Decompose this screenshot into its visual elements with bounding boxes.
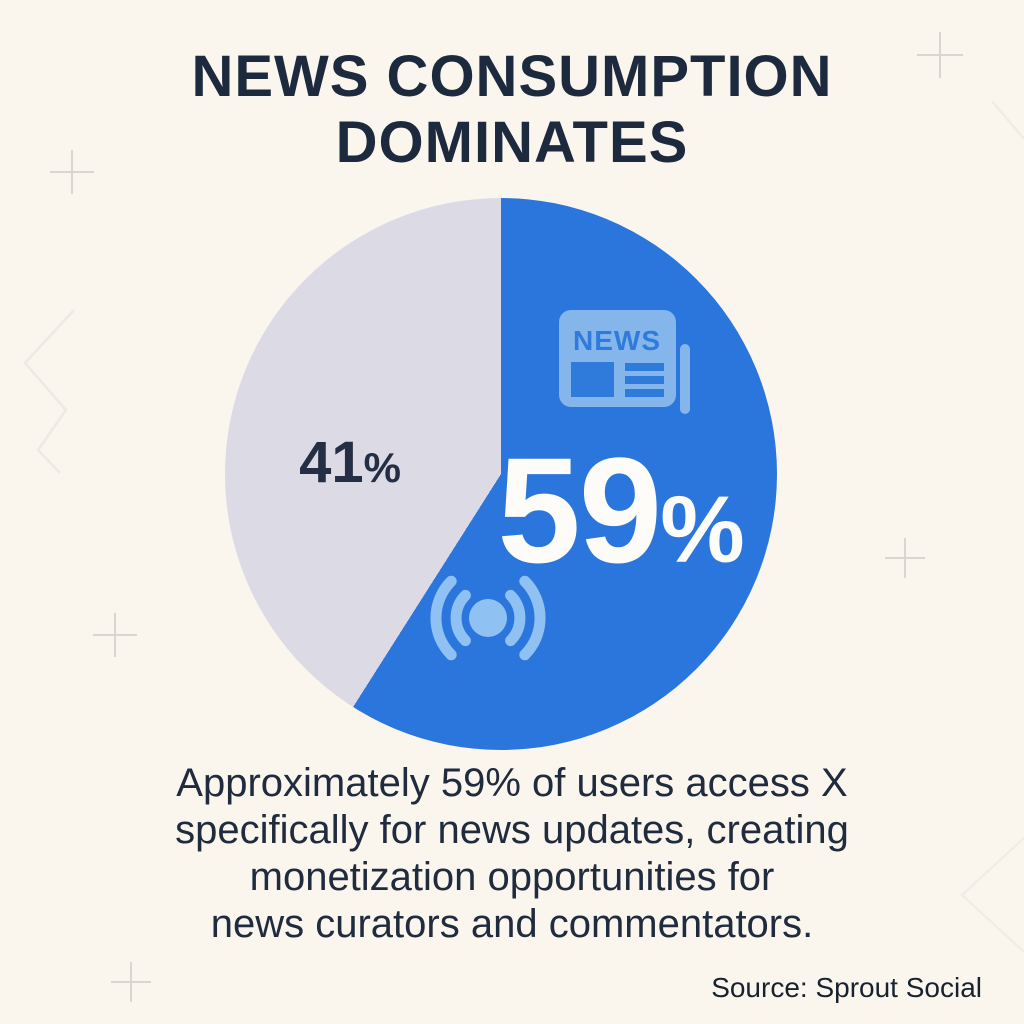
description-line: news curators and commentators.: [210, 902, 814, 946]
percent-sign: %: [363, 444, 401, 491]
slice-value-59: 59: [497, 426, 662, 594]
broadcast-signal-icon: [430, 575, 546, 661]
description-line: Approximately 59% of users access X: [176, 761, 848, 805]
slice-label-41: 41%: [255, 432, 445, 499]
title-line-1: NEWS CONSUMPTION: [191, 44, 833, 109]
newspaper-icon: NEWS: [559, 310, 690, 414]
plus-decoration-icon: [111, 962, 151, 1002]
newspaper-headline-text: NEWS: [573, 325, 661, 356]
percent-sign: %: [660, 477, 744, 583]
zigzag-decoration-icon: [23, 309, 75, 474]
page-title: NEWS CONSUMPTION DOMINATES: [0, 44, 1024, 176]
description-line: monetization opportunities for: [249, 855, 775, 899]
description-text: Approximately 59% of users access X spec…: [0, 760, 1024, 948]
slice-value-41: 41: [299, 430, 364, 495]
source-attribution: Source: Sprout Social: [711, 972, 982, 1003]
slice-label-59: 59%: [450, 435, 790, 605]
plus-decoration-icon: [885, 538, 925, 578]
title-line-2: DOMINATES: [335, 110, 689, 176]
pie-chart: NEWS 41% 59%: [225, 198, 777, 750]
plus-decoration-icon: [93, 613, 137, 657]
description-line: specifically for news updates, creating: [175, 808, 849, 852]
